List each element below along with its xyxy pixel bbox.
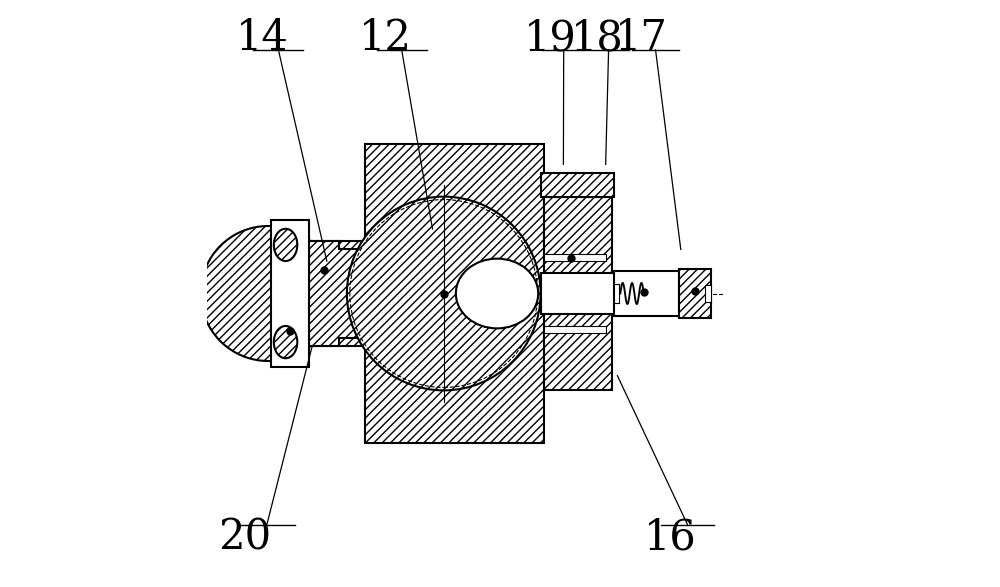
Bar	[541, 173, 614, 197]
Bar	[544, 326, 606, 333]
Bar	[544, 254, 606, 261]
Polygon shape	[309, 241, 365, 346]
Bar	[612, 271, 679, 316]
Circle shape	[347, 197, 541, 390]
Text: 19: 19	[524, 17, 576, 59]
Text: 17: 17	[614, 17, 667, 59]
Bar	[544, 197, 612, 390]
Bar	[309, 241, 365, 267]
Bar	[271, 220, 309, 367]
Text: 18: 18	[570, 17, 623, 59]
Ellipse shape	[456, 259, 538, 328]
Circle shape	[201, 226, 336, 361]
Text: 12: 12	[359, 17, 412, 59]
Text: 20: 20	[218, 516, 271, 558]
Ellipse shape	[274, 326, 297, 358]
Bar	[705, 285, 711, 302]
Text: 14: 14	[236, 17, 289, 59]
Text: 16: 16	[644, 516, 697, 558]
Bar	[309, 320, 365, 346]
Ellipse shape	[274, 229, 297, 261]
Bar	[541, 273, 614, 314]
Bar	[679, 269, 711, 318]
Bar	[309, 276, 365, 311]
Bar	[365, 144, 544, 443]
